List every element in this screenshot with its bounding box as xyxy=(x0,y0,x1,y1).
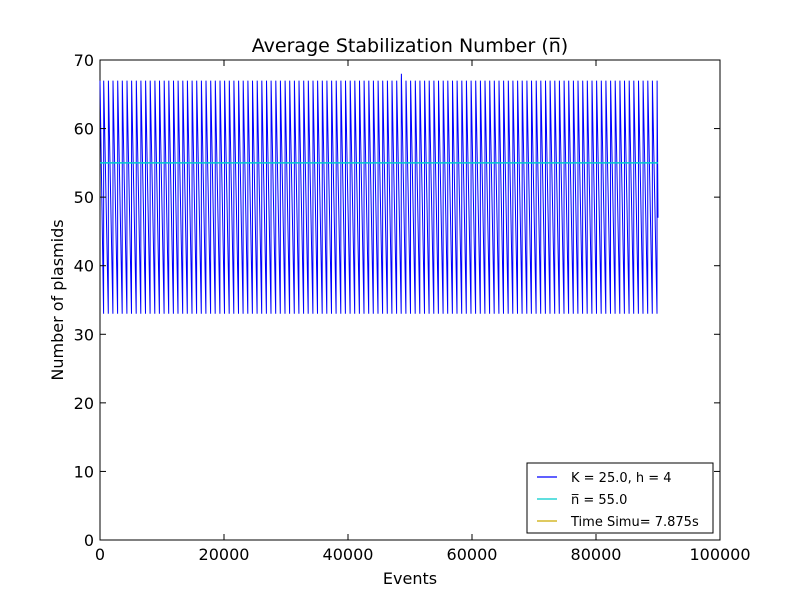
x-tick-label: 80000 xyxy=(571,545,622,564)
ticks-layer: 0 20000 40000 60000 80000 100000 0 10 20 30 40 50 60… xyxy=(74,51,751,564)
x-tick-label: 20000 xyxy=(199,545,250,564)
legend-label-model: K = 25.0, h = 4 xyxy=(571,471,672,486)
y-tick-label: 60 xyxy=(74,120,94,139)
y-tick-label: 70 xyxy=(74,51,94,70)
y-tick-label: 0 xyxy=(84,531,94,550)
y-tick-label: 20 xyxy=(74,394,94,413)
series-line-model xyxy=(99,73,659,314)
x-axis-title: Events xyxy=(383,569,437,588)
legend: K = 25.0, h = 4 n̅ = 55.0 Time Simu= 7.8… xyxy=(526,462,714,534)
y-axis-title: Number of plasmids xyxy=(48,219,67,380)
chart-title: Average Stabilization Number (n̅) xyxy=(252,35,568,57)
series-layer xyxy=(99,73,659,314)
y-tick-label: 10 xyxy=(74,462,94,481)
x-tick-label: 0 xyxy=(95,545,105,564)
y-tick-label: 30 xyxy=(74,325,94,344)
legend-box xyxy=(526,462,714,534)
x-tick-label: 100000 xyxy=(689,545,750,564)
legend-label-average: n̅ = 55.0 xyxy=(571,493,627,508)
legend-label-time: Time Simu= 7.875s xyxy=(570,515,699,530)
x-tick-label: 60000 xyxy=(447,545,498,564)
plot-area: 0 20000 40000 60000 80000 100000 0 10 20 30 40 50 60… xyxy=(74,51,751,564)
x-tick-label: 40000 xyxy=(323,545,374,564)
y-tick-label: 40 xyxy=(74,257,94,276)
y-tick-label: 50 xyxy=(74,188,94,207)
